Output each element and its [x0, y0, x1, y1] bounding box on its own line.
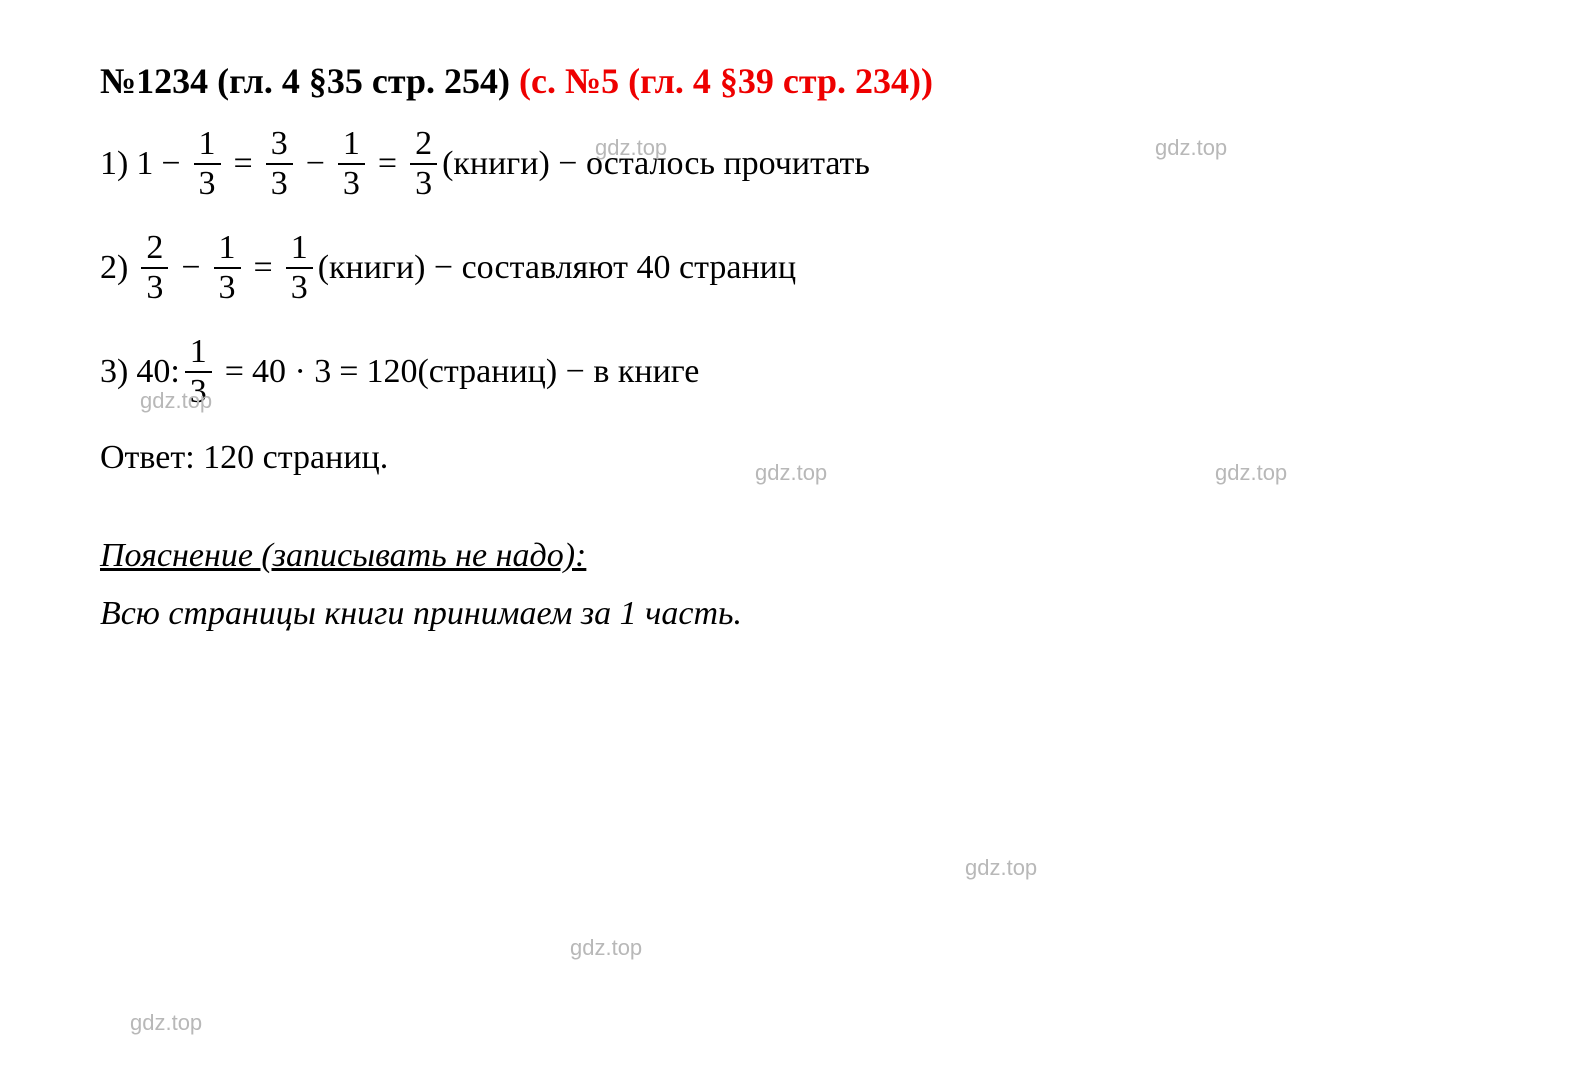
- denominator: 3: [141, 267, 168, 305]
- minus-operator: −: [161, 145, 180, 183]
- solution-step-3: 3) 40 : 1 3 = 40 · 3 = 120 (страниц) − в…: [100, 335, 1472, 409]
- header-black-part: №1234 (гл. 4 §35 стр. 254): [100, 61, 510, 101]
- equals-operator: =: [339, 353, 358, 391]
- step-3-rhs2: 120: [366, 353, 417, 391]
- step-2-number: 2): [100, 249, 128, 287]
- numerator: 1: [286, 231, 313, 267]
- step-2-description: (книги) − составляют 40 страниц: [318, 249, 796, 287]
- numerator: 1: [194, 127, 221, 163]
- numerator: 2: [410, 127, 437, 163]
- denominator: 3: [194, 163, 221, 201]
- denominator: 3: [185, 371, 212, 409]
- header-red-part: (с. №5 (гл. 4 §39 стр. 234)): [510, 61, 933, 101]
- fraction-1-3: 1 3: [286, 231, 313, 305]
- numerator: 1: [214, 231, 241, 267]
- watermark: gdz.top: [570, 935, 642, 961]
- problem-header: №1234 (гл. 4 §35 стр. 254) (с. №5 (гл. 4…: [100, 60, 1472, 102]
- step-2-equation: 2 3 − 1 3 = 1 3: [136, 231, 317, 305]
- numerator: 3: [266, 127, 293, 163]
- numerator: 2: [141, 231, 168, 267]
- step-3-number: 3): [100, 353, 128, 391]
- step-1-equation: 1 − 1 3 = 3 3 − 1 3 = 2 3: [136, 127, 442, 201]
- fraction-1-3: 1 3: [194, 127, 221, 201]
- fraction-1-3: 1 3: [214, 231, 241, 305]
- explanation-text: Всю страницы книги принимаем за 1 часть.: [100, 595, 1472, 633]
- numerator: 1: [185, 335, 212, 371]
- solution-step-2: 2) 2 3 − 1 3 = 1 3 (книги) − составляют …: [100, 231, 1472, 305]
- fraction-1-3: 1 3: [185, 335, 212, 409]
- numerator: 1: [338, 127, 365, 163]
- explanation-header: Пояснение (записывать не надо):: [100, 537, 1472, 575]
- answer-text: Ответ: 120 страниц.: [100, 439, 1472, 477]
- watermark: gdz.top: [965, 855, 1037, 881]
- equals-operator: =: [378, 145, 397, 183]
- step-3-rhs1: 40 · 3: [252, 353, 331, 391]
- step-3-lhs-integer: 40: [136, 353, 170, 391]
- fraction-3-3: 3 3: [266, 127, 293, 201]
- step-1-lhs-integer: 1: [136, 145, 153, 183]
- minus-operator: −: [181, 249, 200, 287]
- watermark: gdz.top: [130, 1010, 202, 1036]
- minus-operator: −: [306, 145, 325, 183]
- denominator: 3: [214, 267, 241, 305]
- equals-operator: =: [234, 145, 253, 183]
- denominator: 3: [266, 163, 293, 201]
- step-1-description: (книги) − осталось прочитать: [442, 145, 870, 183]
- solution-step-1: 1) 1 − 1 3 = 3 3 − 1 3 = 2 3 (книги) − о…: [100, 127, 1472, 201]
- step-3-equation: 40 : 1 3 = 40 · 3 = 120: [136, 335, 417, 409]
- denominator: 3: [410, 163, 437, 201]
- denominator: 3: [338, 163, 365, 201]
- step-1-number: 1): [100, 145, 128, 183]
- fraction-2-3: 2 3: [141, 231, 168, 305]
- fraction-1-3: 1 3: [338, 127, 365, 201]
- step-3-description: (страниц) − в книге: [417, 353, 699, 391]
- denominator: 3: [286, 267, 313, 305]
- equals-operator: =: [225, 353, 244, 391]
- division-operator: :: [170, 353, 179, 391]
- equals-operator: =: [254, 249, 273, 287]
- fraction-2-3: 2 3: [410, 127, 437, 201]
